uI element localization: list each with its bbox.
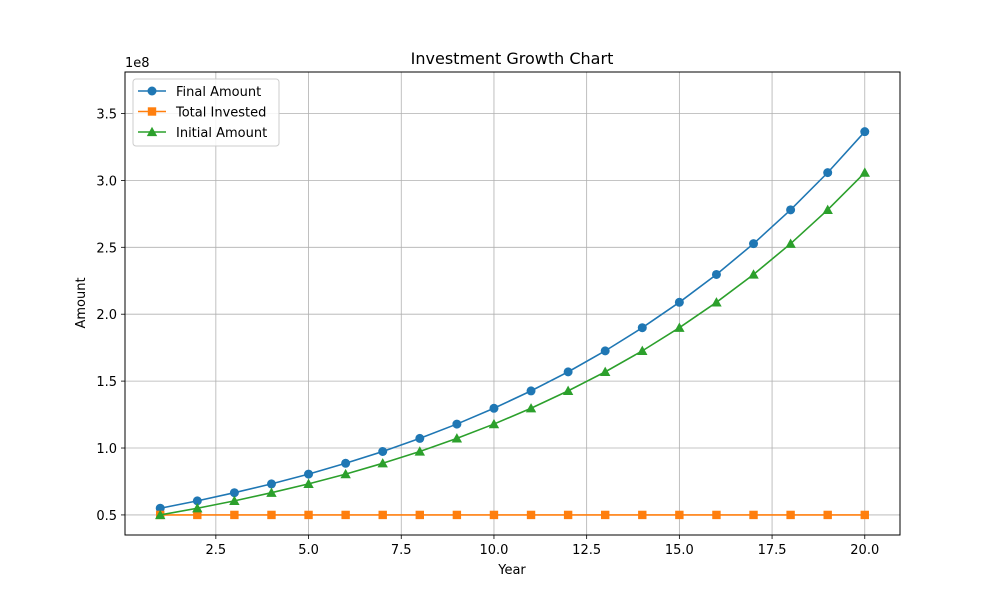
final-amount-point [489, 403, 499, 413]
initial-amount-point [377, 458, 388, 468]
y-scale-note: 1e8 [125, 56, 150, 71]
final-amount-point [304, 469, 314, 479]
final-amount-point [266, 479, 276, 489]
legend-item-final-amount: Final Amount [138, 85, 261, 100]
legend-label: Initial Amount [176, 126, 267, 141]
legend-item-total-invested: Total Invested [138, 106, 266, 121]
final-amount-point [563, 367, 573, 377]
series-initial-amount [155, 167, 870, 520]
total-invested-point [749, 510, 758, 520]
plot-area-frame [124, 71, 901, 536]
final-amount-point [229, 488, 239, 498]
initial-amount-point [600, 366, 611, 377]
total-invested-point [267, 510, 276, 520]
total-invested-point [378, 510, 387, 520]
y-tick-label: 0.5 [96, 509, 117, 524]
final-amount-point [155, 503, 165, 513]
initial-amount-point [674, 322, 685, 332]
series-layer [155, 127, 870, 520]
initial-amount-point [562, 385, 574, 396]
initial-amount-point [303, 478, 314, 489]
y-tick-label: 1.0 [96, 442, 117, 457]
x-tick-label: 10.0 [479, 543, 508, 558]
final-amount-point [526, 386, 536, 396]
series-total-invested [156, 510, 869, 520]
legend-swatch-marker [147, 107, 157, 116]
total-invested-point [489, 510, 499, 520]
total-invested-point [563, 510, 573, 520]
total-invested-point [526, 510, 536, 520]
legend-box [132, 78, 280, 147]
total-invested-point [638, 510, 647, 520]
x-tick-label: 5.0 [298, 543, 319, 558]
initial-amount-point [192, 503, 203, 513]
initial-amount-point [229, 495, 240, 506]
initial-amount-point [155, 509, 166, 520]
series-final-amount [155, 127, 870, 513]
initial-amount-point [340, 468, 351, 479]
initial-amount-point [525, 403, 537, 413]
y-tick-label: 2.0 [96, 308, 117, 323]
x-tick-label: 2.5 [206, 543, 227, 558]
y-tick-label: 3.5 [96, 107, 117, 122]
x-axis-ticks: 2.5 5.0 7.5 10.0 12.5 15.0 17.5 20.0 [206, 535, 879, 558]
total-invested-point [675, 510, 684, 520]
initial-amount-point [748, 269, 759, 279]
y-tick-label: 1.5 [96, 375, 117, 390]
legend: Final Amount Total Invested Initial Amount [132, 78, 280, 147]
total-invested-point [860, 510, 869, 520]
initial-amount-point [822, 204, 833, 214]
y-tick-label: 2.5 [96, 241, 117, 256]
total-invested-point [786, 510, 795, 520]
final-amount-point [452, 419, 462, 429]
legend-swatch-marker [147, 86, 157, 96]
total-invested-point [452, 510, 462, 520]
y-axis-label: Amount [74, 277, 89, 328]
total-invested-point [823, 510, 832, 520]
legend-label: Total Invested [175, 106, 266, 121]
final-amount-point [600, 346, 610, 356]
final-amount-point [711, 269, 721, 279]
final-amount-point [378, 446, 388, 456]
final-amount-point [786, 205, 796, 215]
x-tick-label: 17.5 [758, 543, 787, 558]
y-tick-label: 3.0 [96, 174, 117, 189]
total-invested-point [712, 510, 721, 520]
legend-label: Final Amount [176, 85, 261, 100]
x-tick-label: 15.0 [665, 543, 694, 558]
x-tick-label: 12.5 [572, 543, 601, 558]
total-invested-point [601, 510, 610, 520]
x-axis-label: Year [497, 563, 526, 578]
total-invested-point [415, 510, 424, 520]
final-amount-point [637, 323, 647, 333]
x-tick-label: 20.0 [850, 543, 879, 558]
final-amount-point [341, 458, 351, 468]
initial-amount-point [414, 446, 425, 456]
final-amount-point [823, 168, 833, 178]
legend-swatch-marker [146, 126, 158, 137]
initial-amount-point [451, 433, 463, 443]
total-invested-point [193, 510, 202, 520]
initial-amount-point [488, 418, 500, 429]
total-invested-point [304, 510, 313, 520]
initial-amount-point [266, 487, 277, 497]
initial-amount-line [160, 172, 866, 516]
initial-amount-point [859, 167, 870, 177]
legend-item-initial-amount: Initial Amount [138, 126, 267, 141]
x-tick-label: 7.5 [391, 543, 412, 558]
final-amount-point [415, 433, 425, 443]
y-axis-ticks: 0.5 1.0 1.5 2.0 2.5 3.0 3.5 [96, 107, 125, 524]
final-amount-point [674, 297, 684, 307]
final-amount-line [160, 131, 866, 510]
final-amount-point [860, 127, 870, 137]
final-amount-point [749, 239, 759, 249]
initial-amount-point [785, 238, 796, 248]
initial-amount-point [711, 297, 722, 307]
total-invested-point [230, 510, 239, 520]
final-amount-point [192, 496, 202, 506]
chart-title: Investment Growth Chart [411, 49, 614, 68]
total-invested-point [341, 510, 350, 520]
initial-amount-point [637, 345, 648, 356]
